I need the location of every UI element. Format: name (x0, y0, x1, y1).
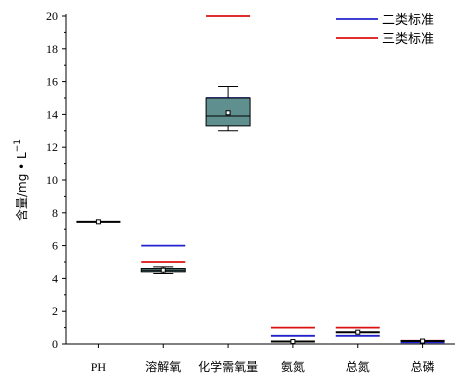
y-tick-label: 6 (52, 239, 58, 253)
x-tick-label: 氨氮 (281, 359, 305, 374)
y-axis-title-text: 含量/mg • L (14, 152, 29, 221)
y-axis-title-superscript: −1 (13, 139, 23, 152)
box-mean-marker (160, 267, 166, 273)
legend-label: 三类标准 (382, 32, 434, 47)
y-tick-label: 16 (46, 75, 58, 89)
box-4 (335, 329, 380, 335)
boxes (76, 86, 445, 345)
x-tick-label: 总磷 (411, 359, 435, 374)
box-mean-marker (290, 339, 296, 345)
y-axis-title: 含量/mg • L−1 (13, 139, 29, 221)
box-mean-marker (225, 110, 231, 116)
y-tick-label: 20 (46, 9, 58, 23)
x-tick-label: 化学需氧量 (198, 359, 258, 374)
y-tick-label: 10 (46, 173, 58, 187)
y-tick-label: 8 (52, 206, 58, 220)
y-tick-label: 0 (52, 337, 58, 351)
y-tick-label: 12 (46, 140, 58, 154)
legend-label: 二类标准 (382, 13, 434, 28)
y-tick-label: 4 (52, 271, 58, 285)
y-tick-label: 18 (46, 42, 58, 56)
box-mean-marker (95, 219, 101, 225)
y-tick-label: 14 (46, 107, 58, 121)
box-mean-marker (355, 329, 361, 335)
box-1 (140, 266, 186, 274)
box-5 (400, 338, 445, 344)
box-mean-marker (420, 338, 426, 344)
box-3 (270, 339, 315, 345)
box-0 (76, 219, 121, 225)
axes: 0 2 4 6 8 10 12 14 16 18 20 PH 溶解氧 化学需氧量 氨氮 总氮 总磷 (46, 9, 455, 374)
standard-lines (141, 15, 445, 344)
y-tick-label: 2 (52, 304, 58, 318)
x-tick-label: 溶解氧 (145, 359, 181, 374)
x-tick-label: 总氮 (346, 359, 370, 374)
box-2 (205, 86, 251, 132)
x-tick-label: PH (91, 360, 107, 374)
